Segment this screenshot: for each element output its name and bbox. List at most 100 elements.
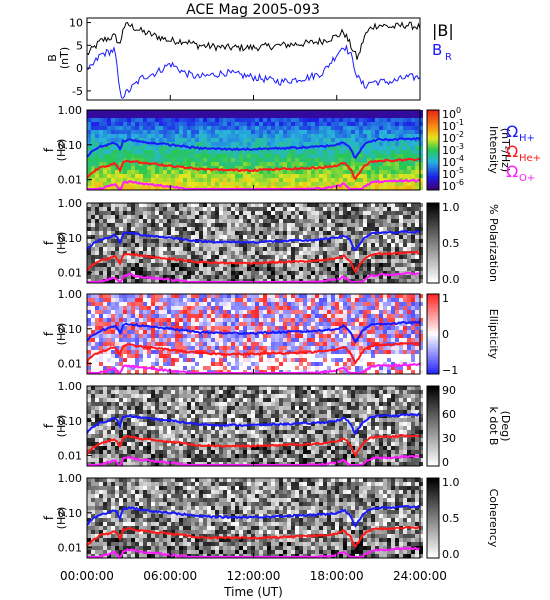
spec-cell — [119, 130, 123, 134]
spec-cell — [187, 219, 191, 223]
spec-cell — [211, 263, 215, 267]
spec-cell — [415, 227, 419, 231]
spec-cell — [327, 294, 331, 298]
spec-cell — [219, 247, 223, 251]
spec-cell — [207, 362, 211, 366]
spec-cell — [291, 366, 295, 370]
spec-cell — [123, 318, 127, 322]
spec-cell — [359, 207, 363, 211]
spec-cell — [103, 134, 107, 138]
spec-cell — [399, 330, 403, 334]
spec-cell — [347, 126, 351, 130]
spec-cell — [391, 235, 395, 239]
spec-cell — [103, 162, 107, 166]
spec-cell — [171, 346, 175, 350]
spec-cell — [151, 279, 155, 283]
spec-cell — [375, 158, 379, 162]
spec-cell — [207, 298, 211, 302]
spec-cell — [87, 322, 91, 326]
spec-cell — [343, 251, 347, 255]
spec-cell — [243, 114, 247, 118]
spec-cell — [351, 110, 355, 114]
spec-cell — [371, 110, 375, 114]
spec-cell — [123, 370, 127, 374]
spec-cell — [119, 255, 123, 259]
spec-cell — [307, 267, 311, 271]
spec-cell — [107, 239, 111, 243]
spec-cell — [143, 318, 147, 322]
spec-cell — [259, 126, 263, 130]
spec-cell — [391, 126, 395, 130]
spec-cell — [271, 318, 275, 322]
spec-cell — [351, 178, 355, 182]
spec-cell — [267, 231, 271, 235]
spec-cell — [99, 219, 103, 223]
spec-cell — [327, 114, 331, 118]
spec-cell — [91, 134, 95, 138]
spec-cell — [367, 247, 371, 251]
spec-cell — [119, 207, 123, 211]
spec-cell — [247, 146, 251, 150]
spec-cell — [379, 298, 383, 302]
spec-cell — [355, 114, 359, 118]
spec-cell — [303, 322, 307, 326]
spec-cell — [239, 251, 243, 255]
spec-cell — [111, 231, 115, 235]
spec-cell — [311, 158, 315, 162]
spec-cell — [107, 231, 111, 235]
spec-cell — [343, 134, 347, 138]
spec-cell — [175, 247, 179, 251]
spec-cell — [371, 251, 375, 255]
spec-cell — [351, 130, 355, 134]
spec-cell — [199, 138, 203, 142]
spec-cell — [259, 182, 263, 186]
spec-cell — [207, 211, 211, 215]
spec-cell — [371, 203, 375, 207]
spec-cell — [207, 310, 211, 314]
spec-cell — [259, 158, 263, 162]
spec-cell — [287, 267, 291, 271]
spec-cell — [339, 154, 343, 158]
spec-cell — [291, 142, 295, 146]
spec-cell — [315, 118, 319, 122]
spec-cell — [235, 203, 239, 207]
spec-cell — [223, 170, 227, 174]
spec-cell — [311, 146, 315, 150]
spec-cell — [287, 334, 291, 338]
spec-cell — [311, 118, 315, 122]
spec-cell — [327, 235, 331, 239]
spec-cell — [191, 223, 195, 227]
spec-cell — [263, 298, 267, 302]
spec-cell — [419, 294, 423, 298]
spec-cell — [291, 310, 295, 314]
spec-cell — [295, 174, 299, 178]
spec-cell — [415, 130, 419, 134]
spec-cell — [123, 243, 127, 247]
spec-cell — [223, 122, 227, 126]
spec-cell — [407, 219, 411, 223]
spec-cell — [171, 298, 175, 302]
spec-cell — [227, 154, 231, 158]
spec-cell — [191, 122, 195, 126]
spec-cell — [239, 255, 243, 259]
spec-cell — [355, 298, 359, 302]
spec-cell — [323, 170, 327, 174]
spec-cell — [303, 334, 307, 338]
spec-cell — [299, 354, 303, 358]
spec-cell — [411, 354, 415, 358]
spec-cell — [223, 130, 227, 134]
spec-cell — [107, 322, 111, 326]
spec-cell — [163, 350, 167, 354]
spec-cell — [263, 318, 267, 322]
spec-cell — [235, 259, 239, 263]
spec-cell — [239, 318, 243, 322]
spec-cell — [135, 294, 139, 298]
spec-cell — [271, 314, 275, 318]
spec-cell — [347, 314, 351, 318]
spec-cell — [267, 182, 271, 186]
spec-cell — [195, 130, 199, 134]
spec-cell — [99, 239, 103, 243]
spec-cell — [175, 310, 179, 314]
spec-cell — [319, 130, 323, 134]
spec-cell — [339, 267, 343, 271]
